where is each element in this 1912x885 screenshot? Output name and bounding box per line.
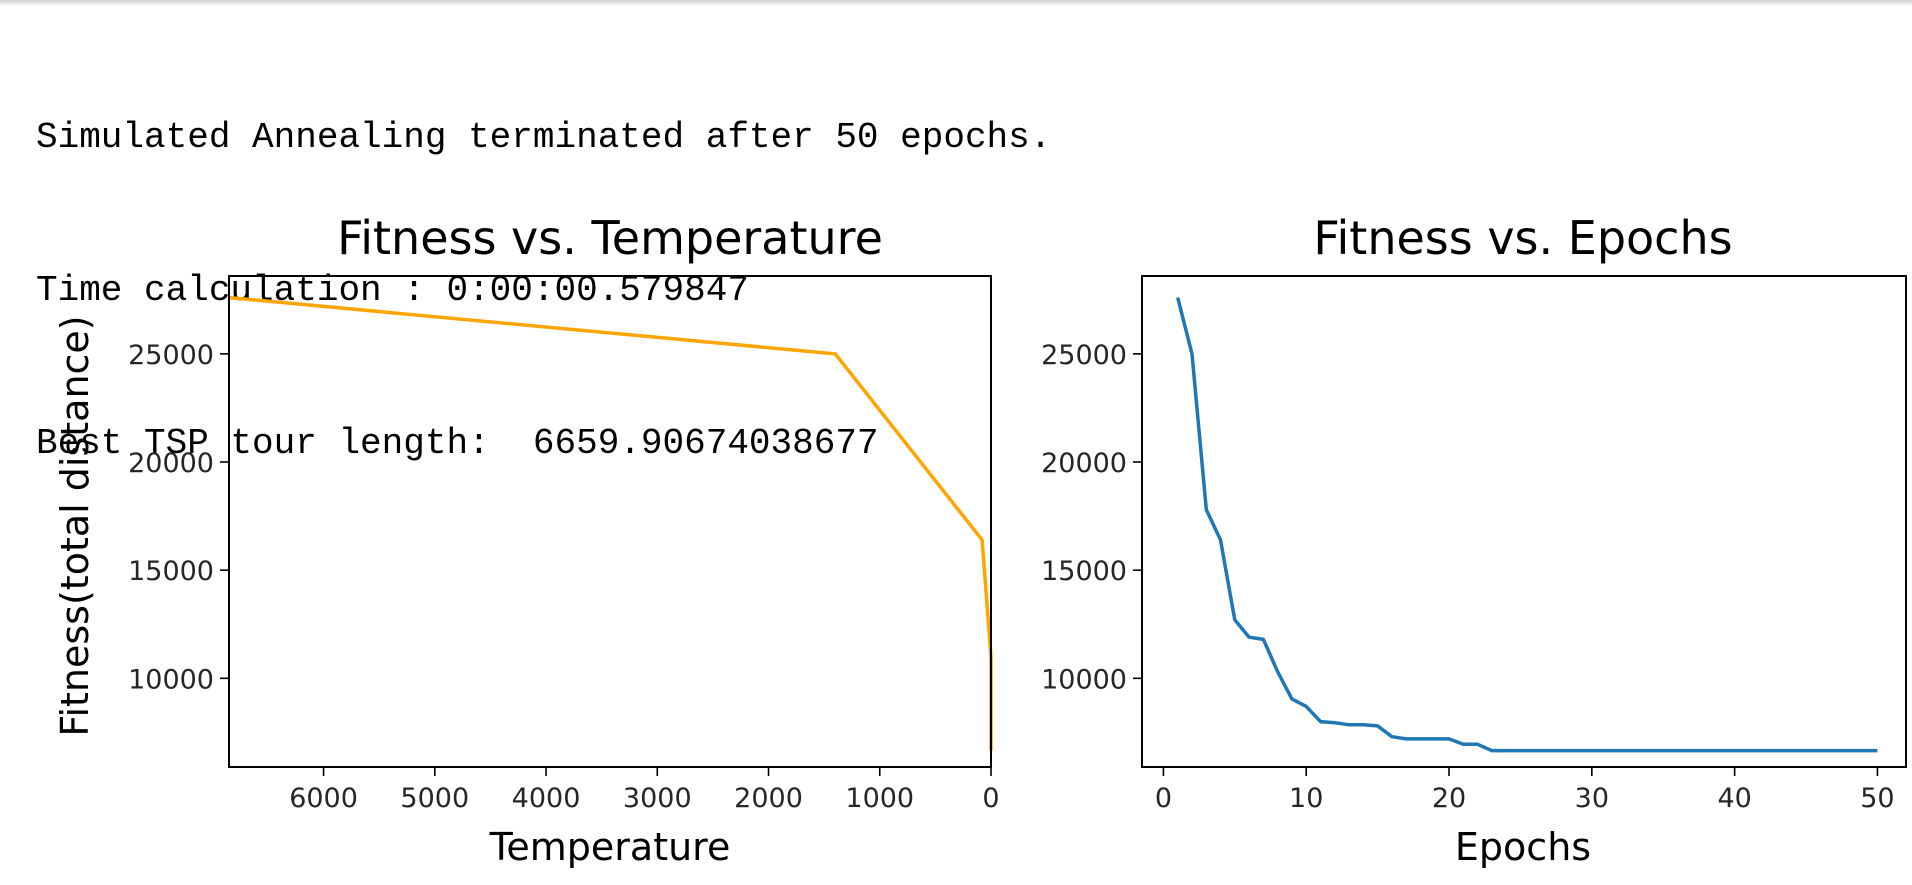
console-output: Simulated Annealing terminated after 50 … [36,10,1051,520]
x-tick-label: 40 [1717,783,1751,814]
x-tick-label: 5000 [400,783,469,814]
y-tick-label: 25000 [128,340,214,371]
x-axis-label: Epochs [1455,825,1591,869]
y-tick-label: 10000 [128,664,214,695]
plot-frame [228,275,992,768]
x-axis-label: Temperature [489,825,731,869]
x-tick-label: 20 [1432,783,1466,814]
window-top-edge [0,0,1912,6]
x-tick-label: 4000 [512,783,581,814]
x-tick-label: 3000 [623,783,692,814]
y-tick-label: 20000 [128,448,214,479]
y-tick-label: 20000 [1041,448,1127,479]
y-tick-label: 15000 [128,556,214,587]
chart-title: Fitness vs. Temperature [337,211,883,265]
plot-frame [1141,275,1907,768]
y-tick-label: 25000 [1041,340,1127,371]
x-tick-label: 0 [1155,783,1172,814]
chart-fitness-vs-epochs: Fitness vs. Epochs Epochs 0 10 20 30 40 50 100… [1041,211,1907,869]
console-line-termination: Simulated Annealing terminated after 50 … [36,117,1052,158]
y-tick-label: 10000 [1041,664,1127,695]
x-tick-label: 10 [1289,783,1323,814]
series-line [1176,297,1878,753]
x-tick-label: 2000 [734,783,803,814]
x-tick-label: 50 [1860,783,1894,814]
y-tick-label: 15000 [1041,556,1127,587]
series-line [228,295,993,751]
x-tick-label: 0 [982,783,999,814]
x-tick-label: 1000 [845,783,914,814]
console-line-best-length: Best TSP tour length: 6659.90674038677 [36,423,879,464]
x-tick-label: 6000 [289,783,358,814]
y-axis-label: Fitness(total distance) [53,315,97,736]
x-tick-label: 30 [1575,783,1609,814]
chart-fitness-vs-temperature: Fitness vs. Temperature Temperature Fitn… [53,211,1000,869]
chart-title: Fitness vs. Epochs [1313,211,1732,265]
